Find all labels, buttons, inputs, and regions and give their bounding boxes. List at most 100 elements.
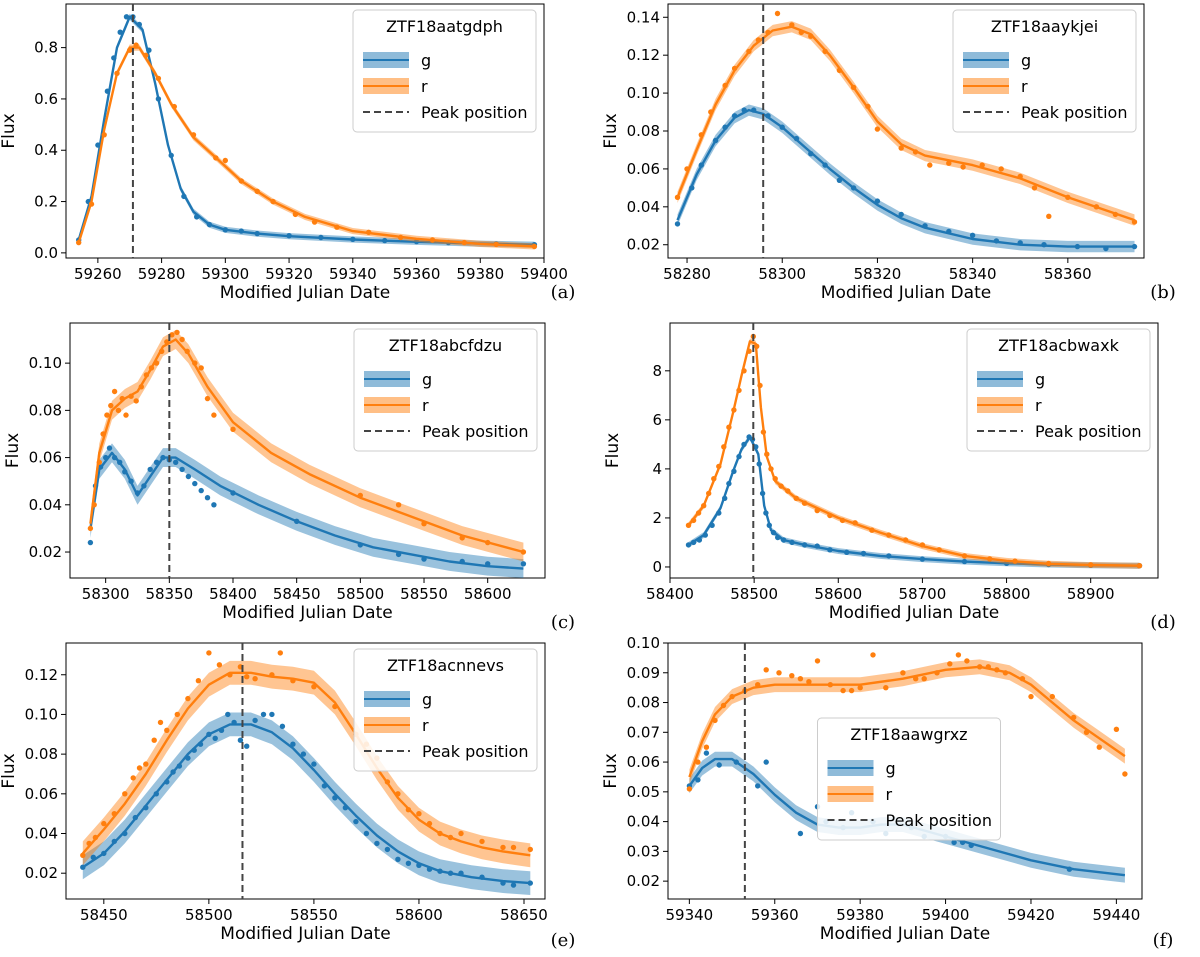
data-point-r: [111, 388, 118, 395]
data-point-r: [731, 407, 737, 413]
data-point-r: [138, 384, 144, 390]
data-point-g: [191, 747, 197, 753]
y-tick-label: 8: [652, 362, 662, 380]
legend-title: ZTF18abcfdzu: [389, 336, 502, 355]
data-point-r: [768, 466, 774, 472]
data-point-g: [318, 234, 324, 241]
plot-frame: [65, 642, 546, 900]
data-point-g: [969, 232, 976, 238]
panel-c: 58300 58350 58400 58450 58500 58550 58600 0.02 0…: [3, 322, 575, 633]
series-r: [80, 650, 533, 868]
data-point-g: [206, 731, 212, 737]
data-point-g: [485, 561, 491, 567]
data-point-r: [128, 393, 134, 399]
data-point-r: [238, 178, 244, 184]
x-tick-label: 58600: [464, 585, 512, 603]
data-point-r: [185, 695, 191, 702]
data-point-g: [192, 480, 198, 487]
data-point-r: [1017, 173, 1023, 180]
data-point-r: [230, 426, 236, 432]
data-point-g: [685, 542, 692, 548]
series-r: [76, 42, 538, 250]
data-point-g: [395, 551, 402, 558]
data-point-g: [695, 777, 701, 783]
y-tick-label: 4: [652, 460, 662, 478]
y-tick-label: 0.04: [25, 825, 58, 843]
data-point-r: [827, 512, 833, 519]
data-point-g: [294, 518, 300, 524]
x-tick-label: 58900: [1067, 585, 1115, 603]
data-point-g: [90, 854, 97, 860]
data-point-g: [181, 193, 187, 200]
data-point-g: [103, 454, 109, 461]
data-point-g: [898, 211, 904, 218]
data-point-r: [527, 846, 533, 853]
data-point-r: [797, 676, 804, 682]
y-tick-label: 0.05: [627, 783, 660, 801]
y-tick-label: 0.03: [627, 842, 660, 860]
data-point-r: [850, 84, 857, 91]
data-point-r: [839, 517, 846, 524]
data-point-g: [426, 866, 433, 872]
data-point-g: [222, 227, 228, 233]
legend-title: ZTF18aaykjei: [991, 17, 1098, 36]
data-point-r: [479, 838, 485, 845]
data-point-r: [254, 188, 260, 194]
x-tick-label: 59320: [265, 265, 313, 283]
data-point-r: [686, 786, 693, 792]
data-point-g: [766, 522, 772, 528]
data-point-r: [869, 527, 875, 533]
data-point-g: [733, 759, 739, 765]
data-point-r: [311, 684, 317, 690]
legend: ZTF18abcfdzu gr Peak position: [353, 328, 538, 452]
data-point-r: [711, 476, 717, 482]
legend-label: r: [422, 396, 429, 415]
series-r: [686, 652, 1128, 792]
data-point-r: [814, 658, 821, 664]
panel-label: (c): [551, 612, 575, 633]
data-point-g: [101, 850, 107, 857]
data-point-g: [510, 882, 517, 888]
data-point-g: [176, 763, 183, 769]
data-point-g: [759, 490, 766, 497]
x-tick-label: 58550: [290, 906, 338, 924]
data-point-r: [961, 553, 968, 559]
x-tick-label: 58450: [80, 906, 128, 924]
data-point-g: [951, 839, 957, 846]
data-point-g: [689, 185, 695, 191]
data-point-r: [927, 162, 933, 168]
data-point-r: [764, 451, 770, 457]
data-point-g: [123, 14, 130, 20]
data-point-r: [179, 336, 185, 343]
x-tick-label: 58320: [854, 265, 902, 283]
data-point-r: [695, 510, 702, 516]
y-tick-label: 0.12: [25, 666, 58, 684]
data-point-r: [977, 664, 983, 670]
data-point-g: [716, 510, 722, 516]
data-point-r: [395, 502, 402, 508]
data-point-g: [922, 223, 928, 229]
plot-area: [76, 4, 538, 258]
y-tick-label: 6: [652, 411, 662, 429]
data-point-r: [746, 48, 752, 55]
data-point-r: [108, 402, 114, 409]
data-point-g: [731, 468, 737, 474]
data-point-g: [104, 88, 111, 94]
data-point-r: [757, 382, 763, 389]
y-axis-title: Flux: [0, 113, 19, 148]
data-point-r: [763, 667, 769, 673]
data-point-g: [231, 719, 237, 726]
data-point-r: [1096, 744, 1103, 750]
data-point-r: [919, 542, 926, 548]
data-point-r: [883, 685, 889, 691]
data-point-r: [493, 241, 499, 248]
legend-box: [352, 9, 537, 133]
data-point-r: [277, 650, 283, 656]
x-tick-label: 59340: [329, 265, 377, 283]
data-point-r: [1031, 185, 1038, 191]
uncertainty-band-r: [90, 330, 524, 562]
data-point-r: [127, 47, 133, 53]
data-point-r: [397, 234, 404, 241]
data-point-r: [874, 126, 881, 132]
data-point-r: [731, 65, 738, 72]
